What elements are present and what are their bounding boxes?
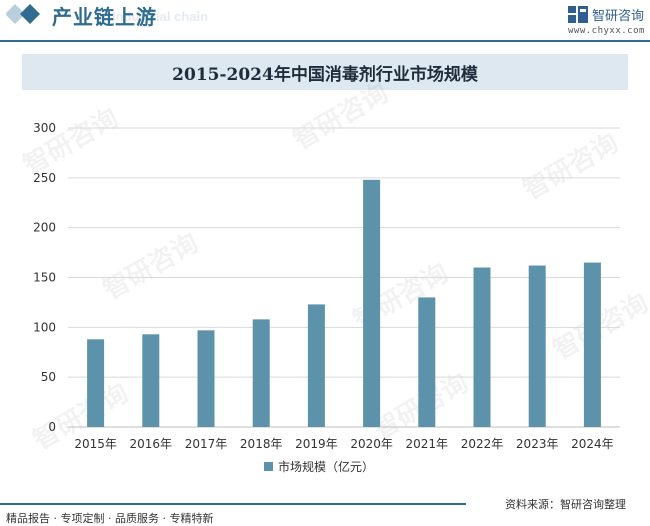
chart-title: 2015-2024年中国消毒剂行业市场规模 (172, 64, 478, 85)
chart-title-band: 2015-2024年中国消毒剂行业市场规模 (22, 54, 628, 90)
bar (142, 334, 160, 427)
brand-url: www.chyxx.com (568, 26, 645, 36)
footer-tagline: 精品报告 · 专项定制 · 品质服务 · 专精特新 (6, 512, 214, 525)
x-tick-label: 2017年 (185, 437, 228, 451)
x-tick-label: 2019年 (295, 437, 338, 451)
bar (583, 262, 601, 427)
x-tick-label: 2024年 (571, 437, 614, 451)
section-title: 产业链上游 (52, 5, 157, 29)
x-tick-label: 2018年 (240, 437, 283, 451)
bar (197, 330, 215, 427)
x-tick-label: 2015年 (74, 437, 117, 451)
brand-logo-icon (568, 6, 588, 23)
legend-swatch (264, 462, 273, 471)
y-tick-label: 250 (33, 171, 56, 185)
y-tick-label: 50 (41, 370, 56, 384)
y-tick-label: 300 (33, 121, 56, 135)
header-ghost-text: Industrial chain (112, 9, 209, 24)
header-divider (0, 40, 650, 42)
footer-divider (0, 503, 466, 505)
bar (307, 304, 325, 427)
bar (528, 265, 546, 427)
header: Industrial chain 产业链上游 智研咨询 www.chyxx.co… (0, 0, 650, 36)
y-axis-ticks: 0 50 100 150 200 250 300 (33, 121, 56, 434)
x-tick-label: 2023年 (516, 437, 559, 451)
bar (473, 267, 491, 427)
x-tick-label: 2022年 (461, 437, 504, 451)
gridlines (68, 127, 620, 428)
bars (87, 179, 601, 427)
y-tick-label: 0 (48, 420, 56, 434)
bar (252, 319, 270, 427)
x-tick-label: 2020年 (350, 437, 393, 451)
legend: 市场规模（亿元） (264, 458, 374, 475)
x-tick-label: 2016年 (130, 437, 173, 451)
brand-name: 智研咨询 (592, 9, 645, 24)
diamond-icon (6, 4, 40, 24)
y-tick-label: 200 (33, 221, 56, 235)
x-tick-label: 2021年 (406, 437, 449, 451)
bar (87, 339, 105, 427)
y-tick-label: 150 (33, 271, 56, 285)
legend-label: 市场规模（亿元） (278, 460, 375, 474)
y-tick-label: 100 (33, 320, 56, 334)
bar (418, 297, 436, 427)
bar (363, 179, 381, 427)
x-axis-ticks: 2015年 2016年 2017年 2018年 2019年 2020年 2021年 2022年… (74, 437, 613, 451)
footer-source: 资料来源：智研咨询整理 (505, 498, 626, 511)
